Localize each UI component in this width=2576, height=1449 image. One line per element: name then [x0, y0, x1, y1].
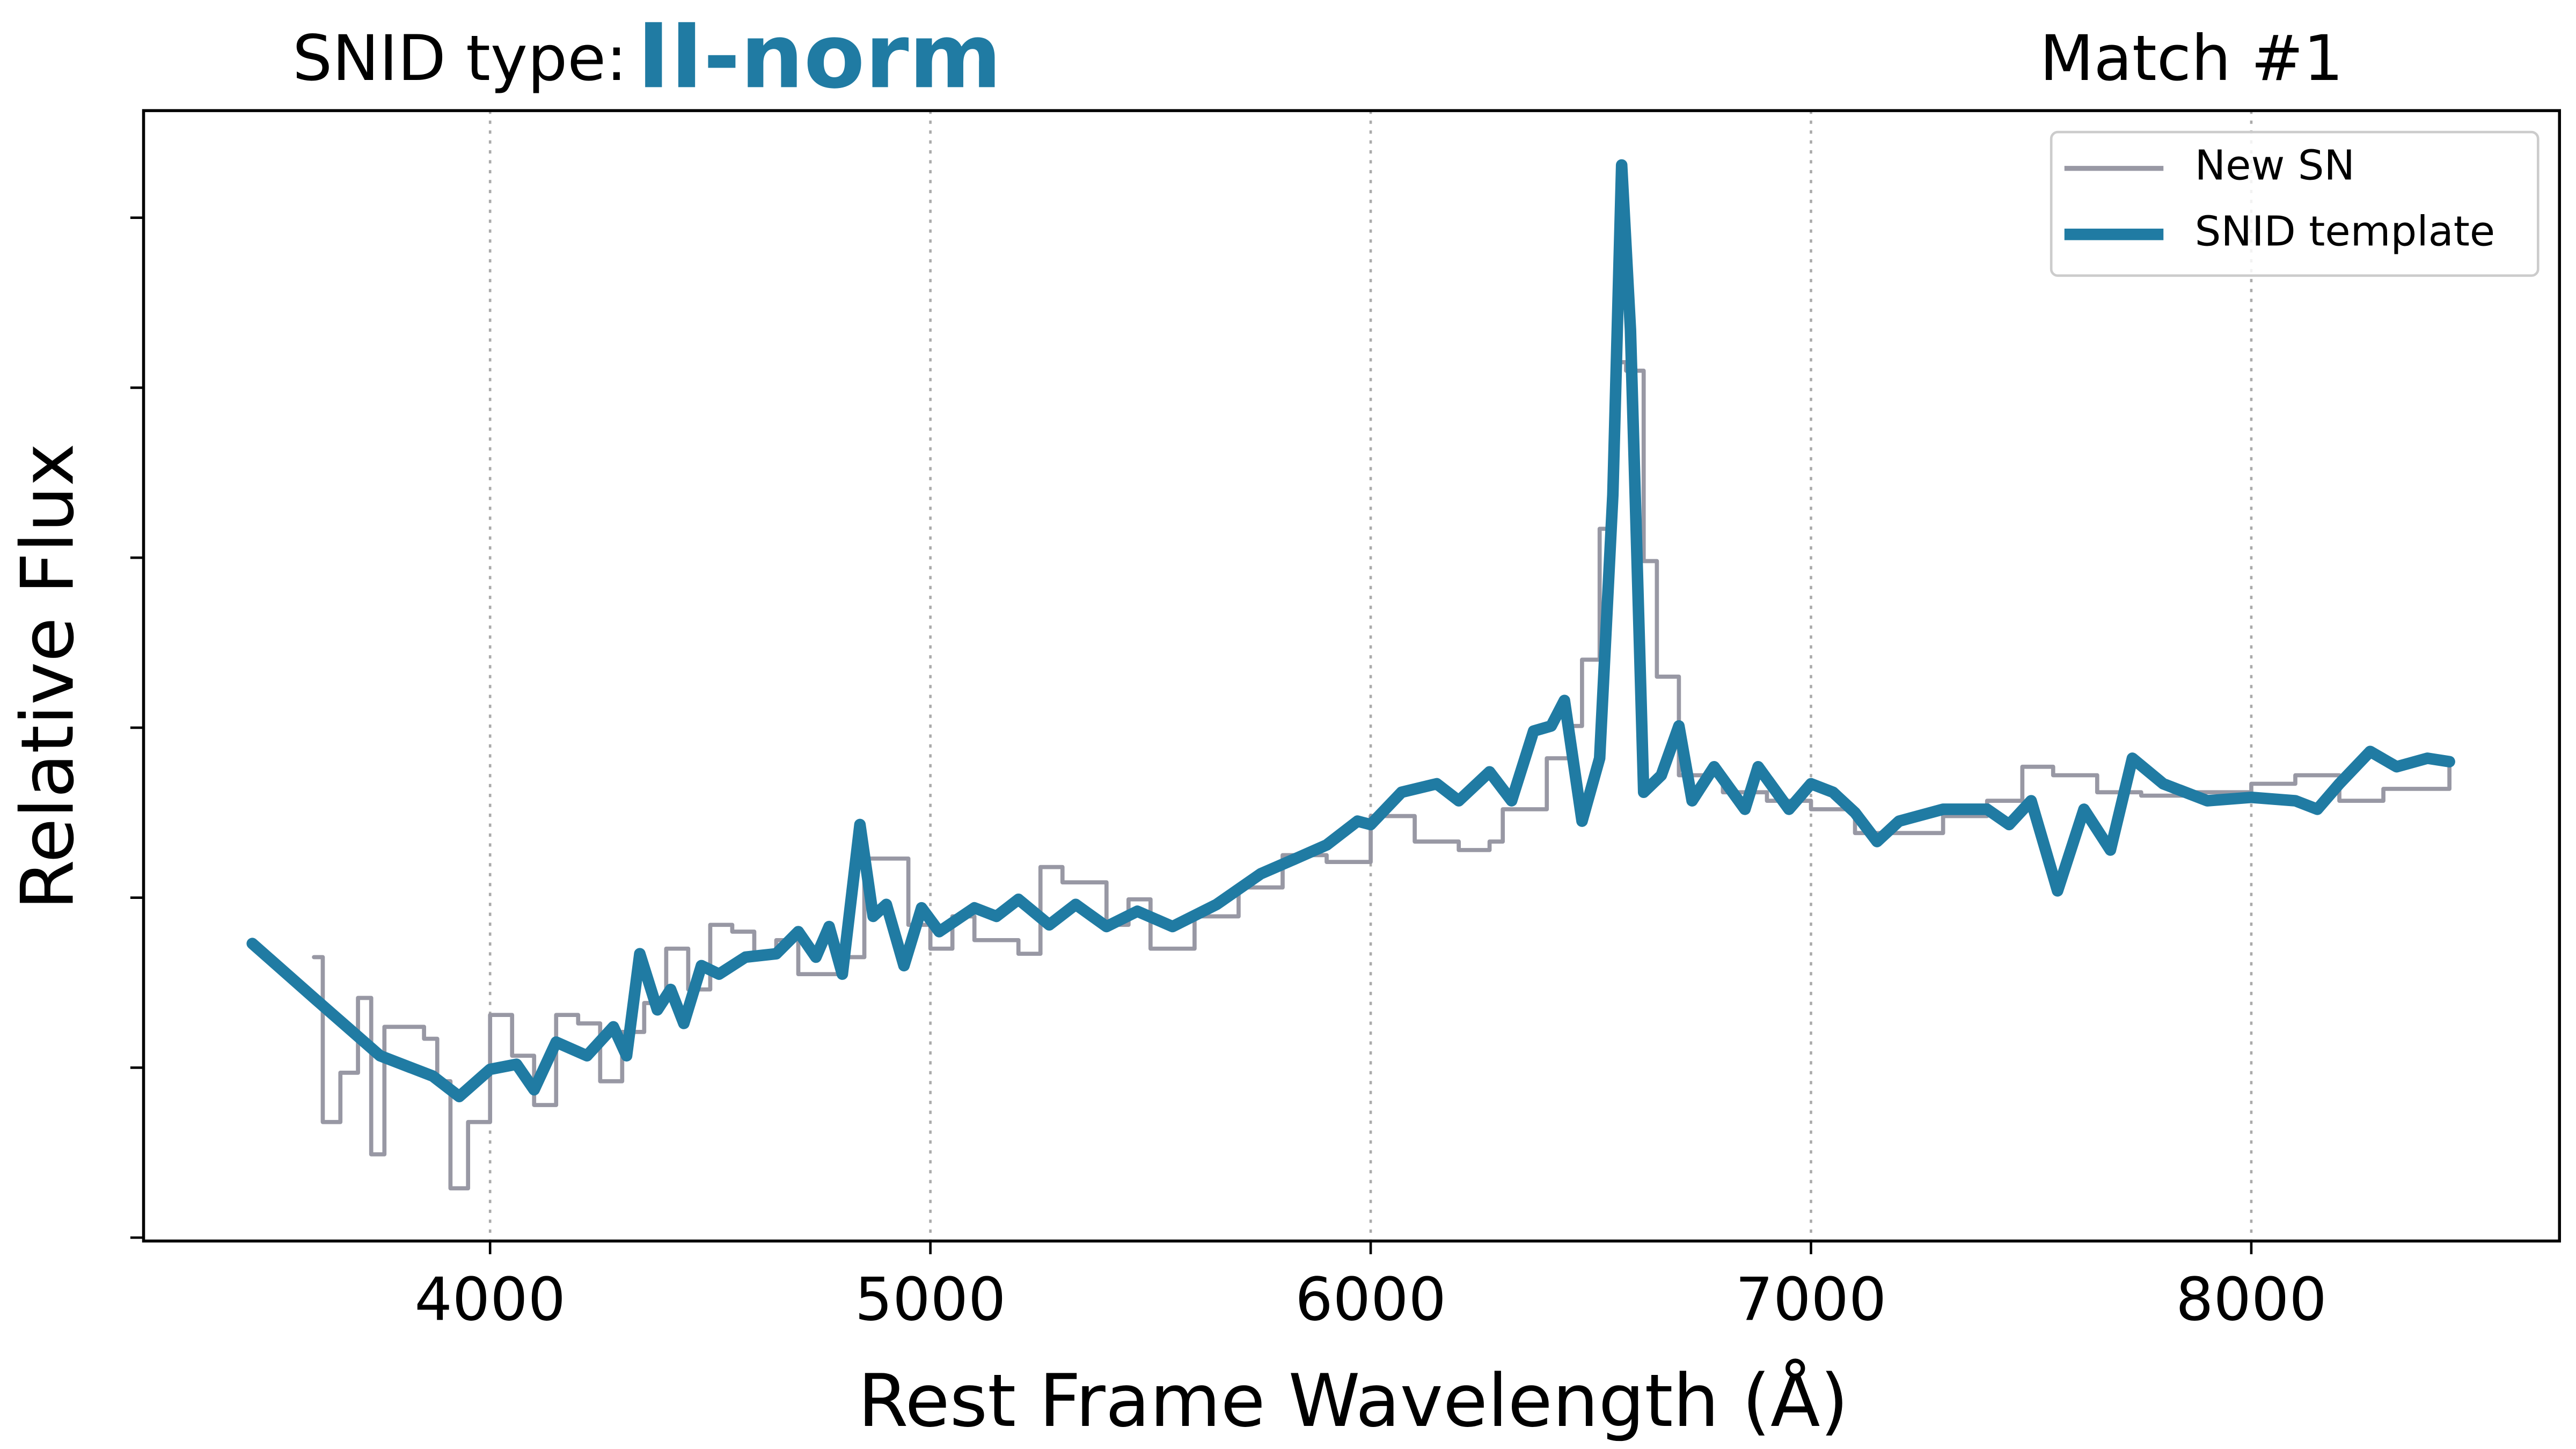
title-label: SNID type: [292, 22, 627, 95]
legend-label: SNID template [2195, 208, 2496, 256]
x-tick-label: 7000 [1736, 1265, 1887, 1335]
match-label: Match #1 [2040, 22, 2344, 95]
plot-frame [142, 109, 2562, 1243]
legend-box [2050, 130, 2540, 277]
x-axis-label: Rest Frame Wavelength (Å) [858, 1358, 1849, 1443]
legend-label: New SN [2195, 142, 2355, 190]
y-axis-label: Relative Flux [5, 443, 90, 910]
legend: New SN SNID template [2050, 130, 2540, 277]
title-type: II-norm [637, 5, 1002, 108]
x-tick-label: 6000 [1295, 1265, 1446, 1335]
x-tick-label: 4000 [414, 1265, 566, 1335]
x-tick-label: 5000 [855, 1265, 1006, 1335]
template-line [246, 159, 2455, 1102]
x-tick-label: 8000 [2176, 1265, 2327, 1335]
